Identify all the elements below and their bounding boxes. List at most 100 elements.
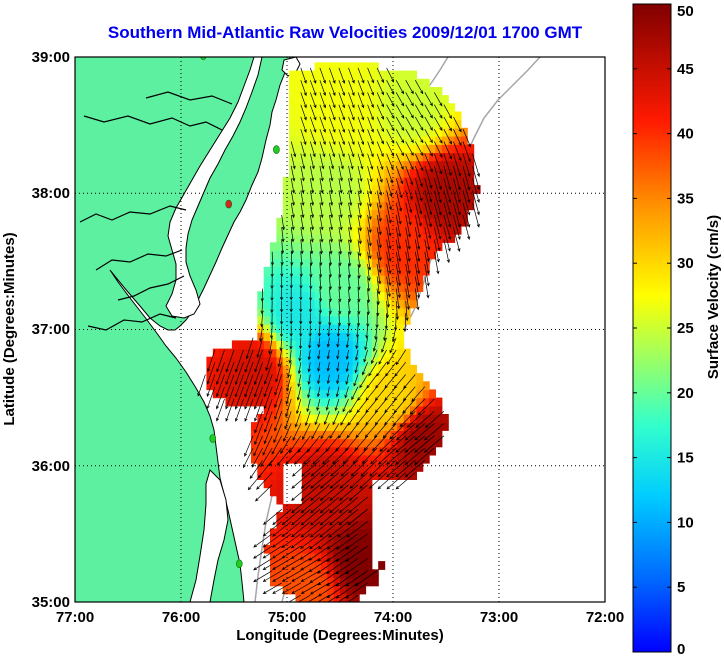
velocity-cell bbox=[397, 176, 405, 186]
velocity-cell bbox=[276, 471, 284, 480]
velocity-arrow bbox=[462, 202, 471, 228]
velocity-arrow bbox=[348, 80, 355, 97]
velocity-arrow bbox=[354, 349, 359, 361]
velocity-cell bbox=[390, 405, 398, 415]
velocity-cell bbox=[301, 217, 309, 227]
velocity-arrow bbox=[406, 410, 426, 428]
velocity-cell bbox=[359, 242, 367, 252]
velocity-cell bbox=[371, 569, 379, 579]
velocity-cell bbox=[448, 193, 456, 202]
velocity-cell bbox=[352, 168, 360, 178]
velocity-cell bbox=[390, 471, 398, 480]
velocity-arrow bbox=[347, 313, 351, 327]
velocity-cell bbox=[460, 160, 468, 170]
velocity-arrow bbox=[272, 570, 292, 582]
velocity-cell bbox=[276, 414, 284, 423]
velocity-cell bbox=[352, 127, 360, 137]
velocity-cell bbox=[371, 209, 379, 219]
velocity-arrow bbox=[357, 214, 362, 232]
velocity-cell bbox=[295, 185, 303, 194]
velocity-arrow bbox=[433, 239, 440, 263]
velocity-cell bbox=[359, 70, 367, 80]
velocity-arrow bbox=[300, 227, 305, 243]
velocity-cell bbox=[340, 479, 347, 489]
velocity-arrow bbox=[424, 165, 433, 189]
velocity-cell bbox=[333, 185, 341, 194]
velocity-cell bbox=[282, 577, 290, 587]
velocity-cell bbox=[378, 299, 386, 309]
velocity-cell bbox=[352, 152, 360, 162]
velocity-arrow bbox=[319, 509, 340, 526]
velocity-arrow bbox=[256, 472, 273, 490]
velocity-cell bbox=[460, 168, 468, 178]
velocity-cell bbox=[219, 389, 227, 399]
velocity-arrow bbox=[433, 116, 443, 131]
velocity-cell bbox=[346, 340, 354, 350]
velocity-arrow bbox=[414, 214, 421, 239]
velocity-cell bbox=[308, 593, 316, 602]
velocity-cell bbox=[333, 283, 341, 292]
velocity-arrow bbox=[300, 570, 321, 582]
velocity-arrow bbox=[382, 423, 397, 439]
velocity-cell bbox=[346, 414, 354, 423]
colorbar-tick-label: 20 bbox=[677, 385, 694, 402]
velocity-cell bbox=[282, 250, 290, 260]
velocity-arrow bbox=[300, 558, 321, 571]
velocity-cell bbox=[295, 348, 303, 358]
velocity-arrow bbox=[338, 288, 342, 303]
velocity-arrow bbox=[405, 92, 414, 107]
velocity-cell bbox=[390, 225, 398, 235]
velocity-cell bbox=[282, 536, 290, 546]
velocity-cell bbox=[359, 95, 367, 104]
velocity-arrow bbox=[244, 362, 254, 386]
velocity-cell bbox=[371, 275, 379, 284]
velocity-cell bbox=[403, 373, 411, 382]
velocity-cell bbox=[308, 585, 316, 595]
velocity-cell bbox=[397, 185, 405, 194]
velocity-cell bbox=[403, 283, 411, 292]
velocity-cell bbox=[429, 152, 436, 162]
velocity-arrow bbox=[367, 92, 374, 109]
velocity-cell bbox=[365, 234, 373, 243]
velocity-cell bbox=[301, 463, 309, 472]
velocity-cell bbox=[282, 422, 290, 431]
velocity-cell bbox=[352, 528, 360, 538]
velocity-cell bbox=[333, 438, 341, 448]
velocity-cell bbox=[320, 266, 328, 276]
velocity-cell bbox=[390, 95, 398, 104]
velocity-cell bbox=[384, 258, 392, 268]
velocity-cell bbox=[352, 561, 360, 570]
velocity-cell bbox=[301, 185, 309, 194]
velocity-cell bbox=[365, 95, 373, 104]
velocity-arrow bbox=[357, 227, 362, 245]
velocity-arrow bbox=[317, 374, 321, 385]
velocity-cell bbox=[327, 430, 335, 440]
velocity-arrow bbox=[290, 202, 295, 219]
velocity-cell bbox=[410, 176, 417, 186]
velocity-cell bbox=[410, 446, 417, 456]
velocity-cell bbox=[441, 209, 449, 219]
velocity-cell bbox=[295, 103, 303, 113]
velocity-arrow bbox=[299, 300, 303, 313]
velocity-cell bbox=[359, 364, 367, 374]
velocity-arrow bbox=[319, 116, 326, 133]
velocity-arrow bbox=[356, 398, 368, 414]
velocity-cell bbox=[314, 463, 322, 472]
velocity-arrow bbox=[317, 349, 321, 360]
velocity-cell bbox=[251, 356, 258, 366]
velocity-arrow bbox=[370, 349, 378, 365]
velocity-arrow bbox=[253, 545, 273, 559]
velocity-arrow bbox=[338, 153, 344, 170]
velocity-arrow bbox=[386, 472, 406, 490]
velocity-cell bbox=[263, 471, 271, 480]
velocity-cell bbox=[410, 78, 417, 88]
velocity-arrow bbox=[361, 447, 378, 464]
velocity-cell bbox=[390, 201, 398, 211]
velocity-arrow bbox=[300, 67, 307, 84]
velocity-cell bbox=[352, 495, 360, 505]
velocity-cell bbox=[359, 463, 367, 472]
velocity-cell bbox=[378, 414, 386, 423]
velocity-cell bbox=[346, 62, 354, 72]
velocity-arrow bbox=[404, 447, 426, 466]
velocity-arrow bbox=[336, 374, 340, 385]
